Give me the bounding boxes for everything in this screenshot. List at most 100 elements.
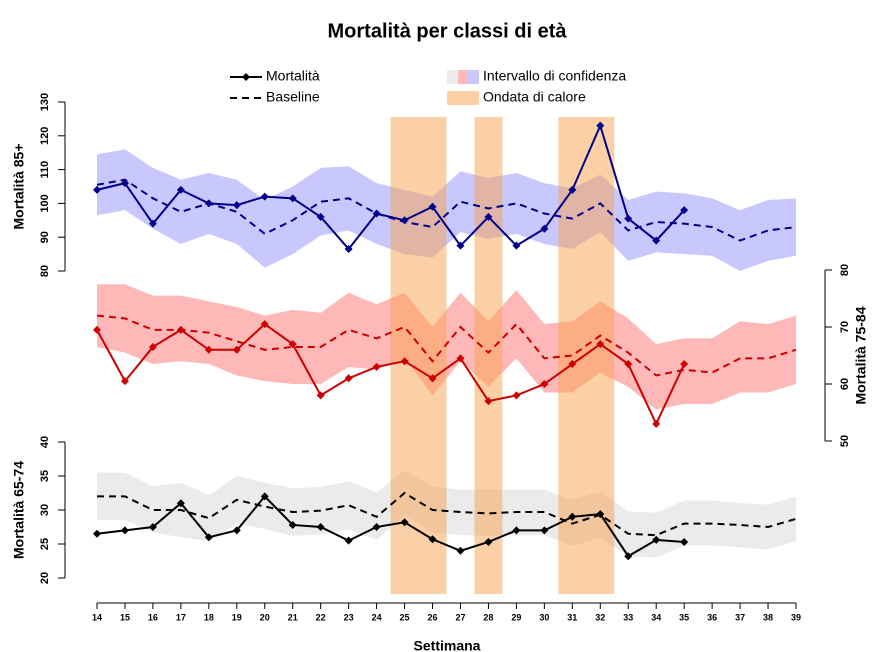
mortality-marker: [400, 357, 409, 366]
y-tick-label: 110: [39, 161, 51, 179]
y-axis-title: Mortalità 85+: [11, 144, 27, 230]
x-tick-label: 34: [651, 612, 661, 622]
legend: Mortalità Baseline Intervallo di confide…: [230, 68, 626, 105]
y-tick-label: 80: [39, 265, 51, 277]
mortality-marker: [512, 241, 521, 250]
mortality-marker: [568, 360, 577, 369]
mortality-marker: [540, 224, 549, 233]
mortality-marker: [176, 325, 185, 334]
y-tick-label: 90: [39, 231, 51, 243]
legend-label: Intervallo di confidenza: [483, 68, 626, 84]
mortality-marker: [624, 552, 633, 561]
mortality-marker: [484, 397, 493, 406]
x-tick-label: 29: [511, 612, 521, 622]
mortality-marker: [428, 202, 437, 211]
baseline-line: [96, 314, 797, 377]
mortality-marker: [680, 537, 689, 546]
mortality-marker: [232, 345, 241, 354]
y-tick-label: 40: [39, 436, 51, 448]
x-tick-label: 38: [763, 612, 773, 622]
mortality-marker: [288, 520, 297, 529]
baseline-line: [96, 178, 797, 242]
mortality-marker: [624, 214, 633, 223]
y-tick-label: 60: [839, 378, 851, 390]
mortality-marker: [288, 340, 297, 349]
mortality-marker: [232, 526, 241, 535]
legend-swatch: [458, 70, 468, 84]
x-tick-label: 15: [120, 612, 130, 622]
heatwaves: [390, 117, 615, 594]
mortality-marker: [176, 185, 185, 194]
mortality-marker: [260, 320, 269, 329]
mortality-marker: [316, 523, 325, 531]
mortality-marker: [652, 419, 661, 428]
x-tick-label: 23: [344, 612, 354, 622]
x-tick-label: 26: [428, 612, 438, 622]
mortality-marker: [260, 492, 269, 501]
mortality-line: [96, 494, 685, 558]
mortality-marker: [316, 212, 325, 221]
x-tick-label: 18: [204, 612, 214, 622]
mortality-marker: [456, 241, 465, 250]
mortality-marker: [512, 526, 521, 535]
mortality-marker: [344, 374, 353, 383]
x-tick-label: 25: [400, 612, 410, 622]
mortality-marker: [344, 245, 353, 254]
y-tick-label: 25: [39, 538, 51, 550]
y-tick-label: 120: [39, 127, 51, 145]
x-tick-label: 39: [791, 612, 801, 622]
mortality-marker: [568, 185, 577, 194]
x-tick-label: 22: [316, 612, 326, 622]
mortality-marker: [372, 209, 381, 218]
mortality-marker: [93, 185, 101, 194]
mortality-marker: [372, 523, 381, 531]
mortality-marker: [93, 529, 101, 538]
legend-swatch: [468, 70, 479, 84]
y-tick-label: 35: [39, 470, 51, 482]
mortality-marker: [568, 512, 577, 521]
x-tick-label: 28: [483, 612, 493, 622]
x-tick-label: 17: [176, 612, 186, 622]
x-tick-label: 36: [707, 612, 717, 622]
mortality-marker: [232, 201, 241, 210]
legend-swatch: [447, 70, 458, 84]
mortality-marker: [680, 206, 689, 215]
mortality-marker: [652, 535, 661, 544]
mortality-marker: [428, 374, 437, 383]
mortality-marker: [596, 340, 605, 349]
y-tick-label: 80: [839, 264, 851, 276]
y-tick-label: 130: [39, 93, 51, 111]
mortality-marker: [288, 194, 297, 203]
x-tick-label: 31: [567, 612, 577, 622]
mortality-marker: [148, 523, 157, 531]
mortality-marker: [428, 535, 437, 544]
mortality-marker: [120, 377, 129, 386]
legend-marker: [242, 73, 250, 81]
mortality-line: [96, 122, 685, 251]
mortality-marker: [400, 518, 409, 527]
baseline-line: [97, 491, 797, 537]
mortality-marker: [204, 199, 213, 208]
mortality-marker: [484, 212, 493, 221]
mortality-marker: [596, 510, 605, 519]
x-tick-label: 16: [148, 612, 158, 622]
x-tick-label: 19: [232, 612, 242, 622]
x-tick-label: 33: [623, 612, 633, 622]
mortality-marker: [120, 179, 129, 188]
x-tick-label: 14: [92, 612, 102, 622]
mortality-marker: [344, 536, 353, 545]
mortality-marker: [316, 391, 325, 400]
mortality-marker: [400, 216, 409, 225]
x-axis-title: Settimana: [414, 638, 481, 652]
mortality-marker: [512, 391, 521, 400]
x-tick-label: 32: [595, 612, 605, 622]
x-tick-label: 21: [288, 612, 298, 622]
mortality-marker: [204, 533, 213, 542]
mortality-marker: [540, 526, 549, 535]
lines: [93, 121, 797, 561]
mortality-line: [96, 322, 686, 427]
mortality-marker: [596, 121, 605, 130]
y-tick-label: 70: [839, 321, 851, 333]
x-tick-label: 30: [539, 612, 549, 622]
